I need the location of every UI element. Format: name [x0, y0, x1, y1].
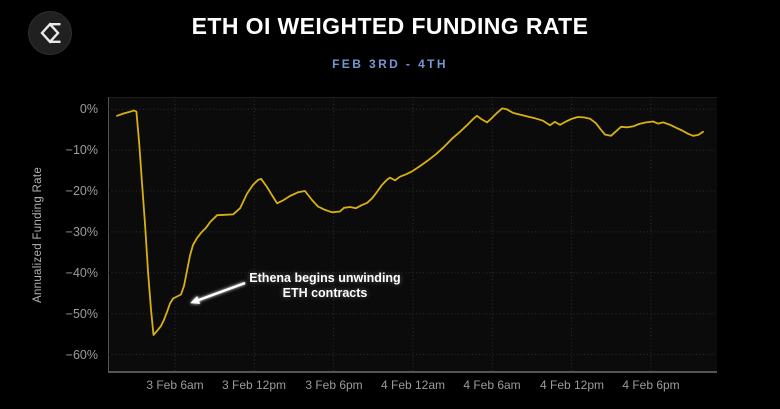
y-axis-ticks: 0% −10% −20% −30% −40% −50% −60% — [0, 97, 98, 373]
x-tick-label: 3 Feb 6am — [146, 378, 204, 392]
x-tick-label: 4 Feb 12am — [380, 378, 446, 392]
y-tick-label: −40% — [65, 266, 98, 280]
x-tick-label: 4 Feb 6am — [463, 378, 521, 392]
plot-area: Ethena begins unwinding ETH contracts — [108, 97, 717, 373]
y-tick-label: −10% — [65, 143, 98, 157]
x-tick-label: 3 Feb 6pm — [305, 378, 363, 392]
funding-rate-line — [116, 107, 704, 336]
annotation-text: Ethena begins unwinding ETH contracts — [249, 271, 401, 300]
sigma-diamond-icon — [40, 22, 61, 44]
x-tick-label: 4 Feb 6pm — [622, 378, 680, 392]
x-axis-ticks: 3 Feb 6am 3 Feb 12pm 3 Feb 6pm 4 Feb 12am 4 … — [108, 378, 717, 394]
y-tick-label: −60% — [65, 348, 98, 362]
chart-subtitle: FEB 3RD - 4TH — [332, 57, 448, 71]
funding-rate-chart-svg — [108, 97, 717, 373]
y-tick-label: −30% — [65, 225, 98, 239]
x-tick-label: 4 Feb 12pm — [539, 378, 605, 392]
y-tick-label: 0% — [79, 102, 98, 116]
y-tick-label: −50% — [65, 307, 98, 321]
y-tick-label: −20% — [65, 184, 98, 198]
annotation-arrow — [190, 281, 246, 304]
x-tick-label: 3 Feb 12pm — [221, 378, 287, 392]
brand-logo — [28, 11, 72, 55]
chart-title: ETH OI WEIGHTED FUNDING RATE — [191, 13, 589, 39]
